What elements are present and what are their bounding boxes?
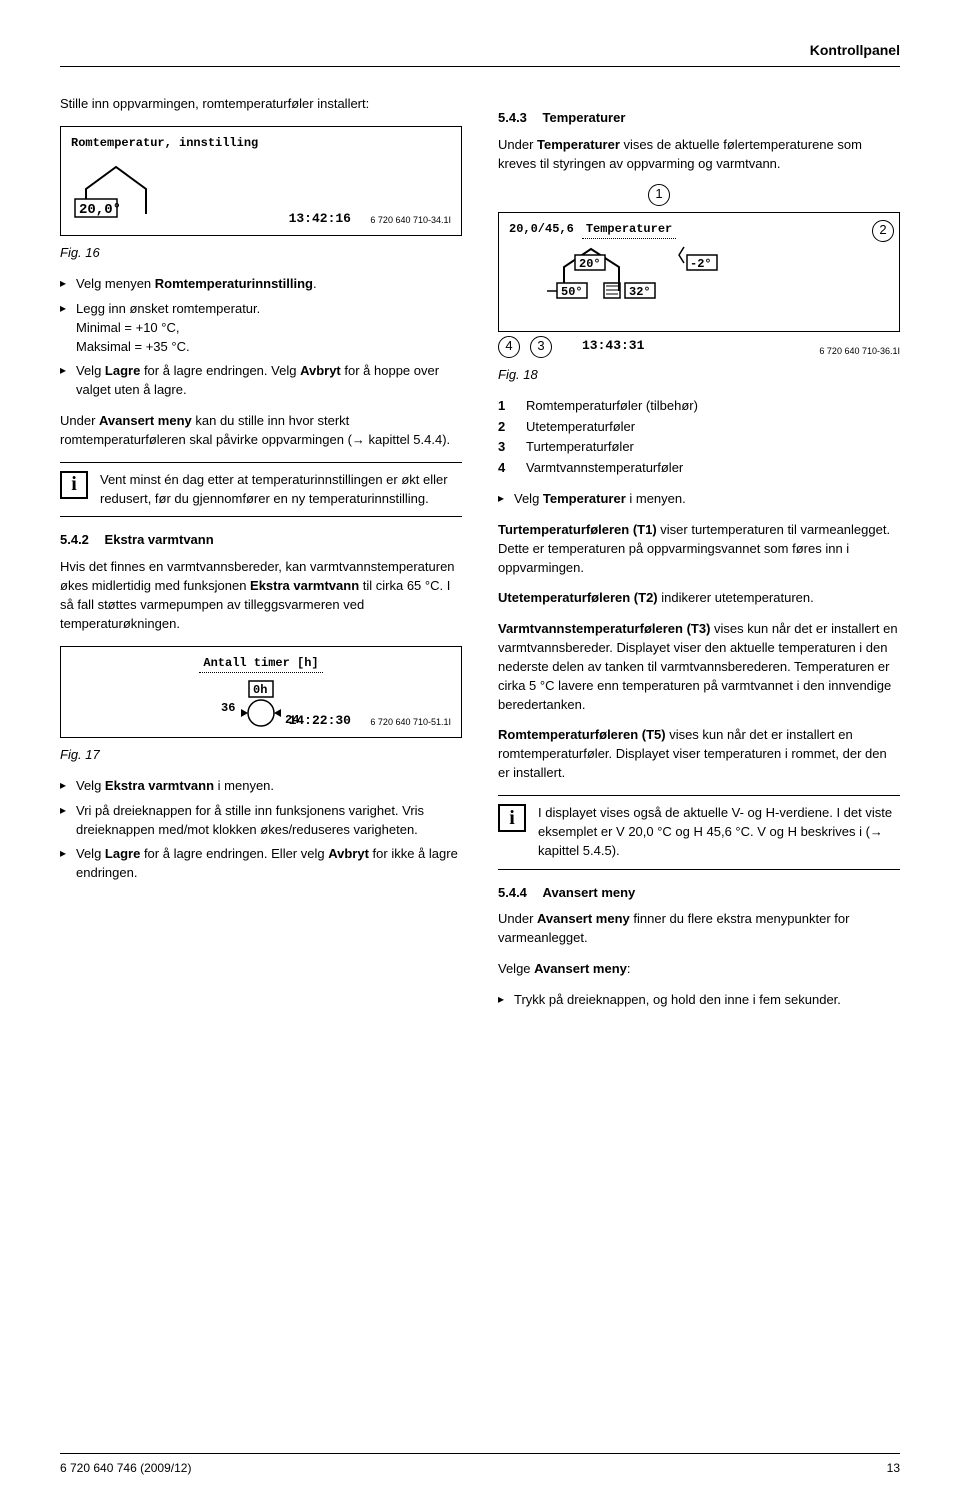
section-num: 5.4.4: [498, 885, 527, 900]
list-item: Velg Ekstra varmtvann i menyen.: [60, 777, 462, 796]
para-t2: Utetemperaturføleren (T2) indikerer utet…: [498, 589, 900, 608]
lcd1-code: 6 720 640 710-34.1I: [370, 214, 451, 227]
svg-text:-2°: -2°: [690, 257, 712, 271]
lcd-display-3: 20,0/45,6 Temperaturer 20° -2°: [498, 212, 900, 332]
info-box-2: i I displayet vises også de aktuelle V- …: [498, 795, 900, 870]
callout-2: 2: [872, 220, 894, 242]
lcd3-time: 13:43:31: [582, 337, 644, 356]
fig18-legend: 1Romtemperaturføler (tilbehør) 2Utetempe…: [498, 397, 900, 478]
info-text-1: Vent minst én dag etter at temperaturinn…: [100, 471, 462, 509]
fig18-wrapper: 1 20,0/45,6 Temperaturer 20° -2°: [498, 186, 900, 358]
section-544-head: 5.4.4 Avansert meny: [498, 884, 900, 903]
section-542-body: Hvis det finnes en varmtvannsbereder, ka…: [60, 558, 462, 633]
lcd2-time: 14:22:30: [289, 712, 351, 731]
section-544-body: Under Avansert meny finner du flere ekst…: [498, 910, 900, 948]
section-543-head: 5.4.3 Temperaturer: [498, 109, 900, 128]
lcd3-diagram-icon: 20° -2° 50° 32°: [509, 241, 789, 303]
lcd2-title: Antall timer [h]: [199, 655, 322, 673]
left-column: Stille inn oppvarmingen, romtemperaturfø…: [60, 95, 462, 1021]
lcd3-code: 6 720 640 710-36.1I: [819, 345, 900, 358]
lcd-display-1: Romtemperatur, innstilling 20,0° 13:42:1…: [60, 126, 462, 236]
legend-item: 3Turtemperaturføler: [498, 438, 900, 457]
advanced-menu-para: Under Avansert meny kan du stille inn hv…: [60, 412, 462, 450]
fig16-caption: Fig. 16: [60, 244, 462, 263]
lcd3-vh: 20,0/45,6: [509, 221, 574, 239]
header-title: Kontrollpanel: [60, 40, 900, 67]
svg-text:50°: 50°: [561, 285, 583, 299]
bullet-list-2: Velg Ekstra varmtvann i menyen. Vri på d…: [60, 777, 462, 883]
section-num: 5.4.3: [498, 110, 527, 125]
list-item: Legg inn ønsket romtemperatur.Minimal = …: [60, 300, 462, 357]
page: Kontrollpanel Stille inn oppvarmingen, r…: [0, 0, 960, 1505]
para-t5: Romtemperaturføleren (T5) vises kun når …: [498, 726, 900, 783]
para-t3: Varmtvannstemperaturføleren (T3) vises k…: [498, 620, 900, 714]
lcd1-value: 20,0°: [79, 202, 121, 218]
callout-3: 3: [530, 336, 552, 358]
page-footer: 6 720 640 746 (2009/12) 13: [60, 1453, 900, 1477]
bullet-list-1: Velg menyen Romtemperaturinnstilling. Le…: [60, 275, 462, 400]
advanced-bullet: Trykk på dreieknappen, og hold den inne …: [498, 991, 900, 1010]
two-column-layout: Stille inn oppvarmingen, romtemperaturfø…: [60, 95, 900, 1021]
lcd1-title: Romtemperatur, innstilling: [71, 135, 451, 152]
info-icon: i: [60, 471, 88, 499]
info-icon: i: [498, 804, 526, 832]
footer-doc-id: 6 720 640 746 (2009/12): [60, 1460, 191, 1477]
section-title: Ekstra varmtvann: [105, 532, 214, 547]
legend-item: 2Utetemperaturføler: [498, 418, 900, 437]
svg-text:36: 36: [221, 701, 235, 715]
info-text-2: I displayet vises også de aktuelle V- og…: [538, 804, 900, 861]
fig17-caption: Fig. 17: [60, 746, 462, 765]
intro-text: Stille inn oppvarmingen, romtemperaturfø…: [60, 95, 462, 114]
list-item: Vri på dreieknappen for å stille inn fun…: [60, 802, 462, 840]
section-num: 5.4.2: [60, 532, 89, 547]
lcd1-time: 13:42:16: [289, 210, 351, 229]
select-advanced-label: Velge Avansert meny:: [498, 960, 900, 979]
fig18-caption: Fig. 18: [498, 366, 900, 385]
lcd3-title: Temperaturer: [582, 221, 676, 239]
legend-item: 1Romtemperaturføler (tilbehør): [498, 397, 900, 416]
lcd-display-2: Antall timer [h] 0h 36 24 14:22:30 6 720…: [60, 646, 462, 738]
legend-item: 4Varmtvannstemperaturføler: [498, 459, 900, 478]
list-item: Velg Lagre for å lagre endringen. Velg A…: [60, 362, 462, 400]
lcd1-house-icon: 20,0°: [71, 159, 201, 219]
section-title: Avansert meny: [543, 885, 636, 900]
list-item: Velg Lagre for å lagre endringen. Eller …: [60, 845, 462, 883]
info-box-1: i Vent minst én dag etter at temperaturi…: [60, 462, 462, 518]
para-t1: Turtemperaturføleren (T1) viser turtempe…: [498, 521, 900, 578]
svg-text:20°: 20°: [579, 257, 601, 271]
list-item: Trykk på dreieknappen, og hold den inne …: [498, 991, 900, 1010]
footer-page-num: 13: [887, 1460, 900, 1477]
right-column: 5.4.3 Temperaturer Under Temperaturer vi…: [498, 95, 900, 1021]
section-542-head: 5.4.2 Ekstra varmtvann: [60, 531, 462, 550]
section-543-body: Under Temperaturer vises de aktuelle føl…: [498, 136, 900, 174]
section-title: Temperaturer: [543, 110, 626, 125]
svg-text:32°: 32°: [629, 285, 651, 299]
lcd2-code: 6 720 640 710-51.1I: [370, 716, 451, 729]
list-item: Velg menyen Romtemperaturinnstilling.: [60, 275, 462, 294]
select-temp-bullet: Velg Temperaturer i menyen.: [498, 490, 900, 509]
svg-text:0h: 0h: [253, 683, 267, 697]
callout-1: 1: [648, 184, 670, 206]
callout-4: 4: [498, 336, 520, 358]
list-item: Velg Temperaturer i menyen.: [498, 490, 900, 509]
